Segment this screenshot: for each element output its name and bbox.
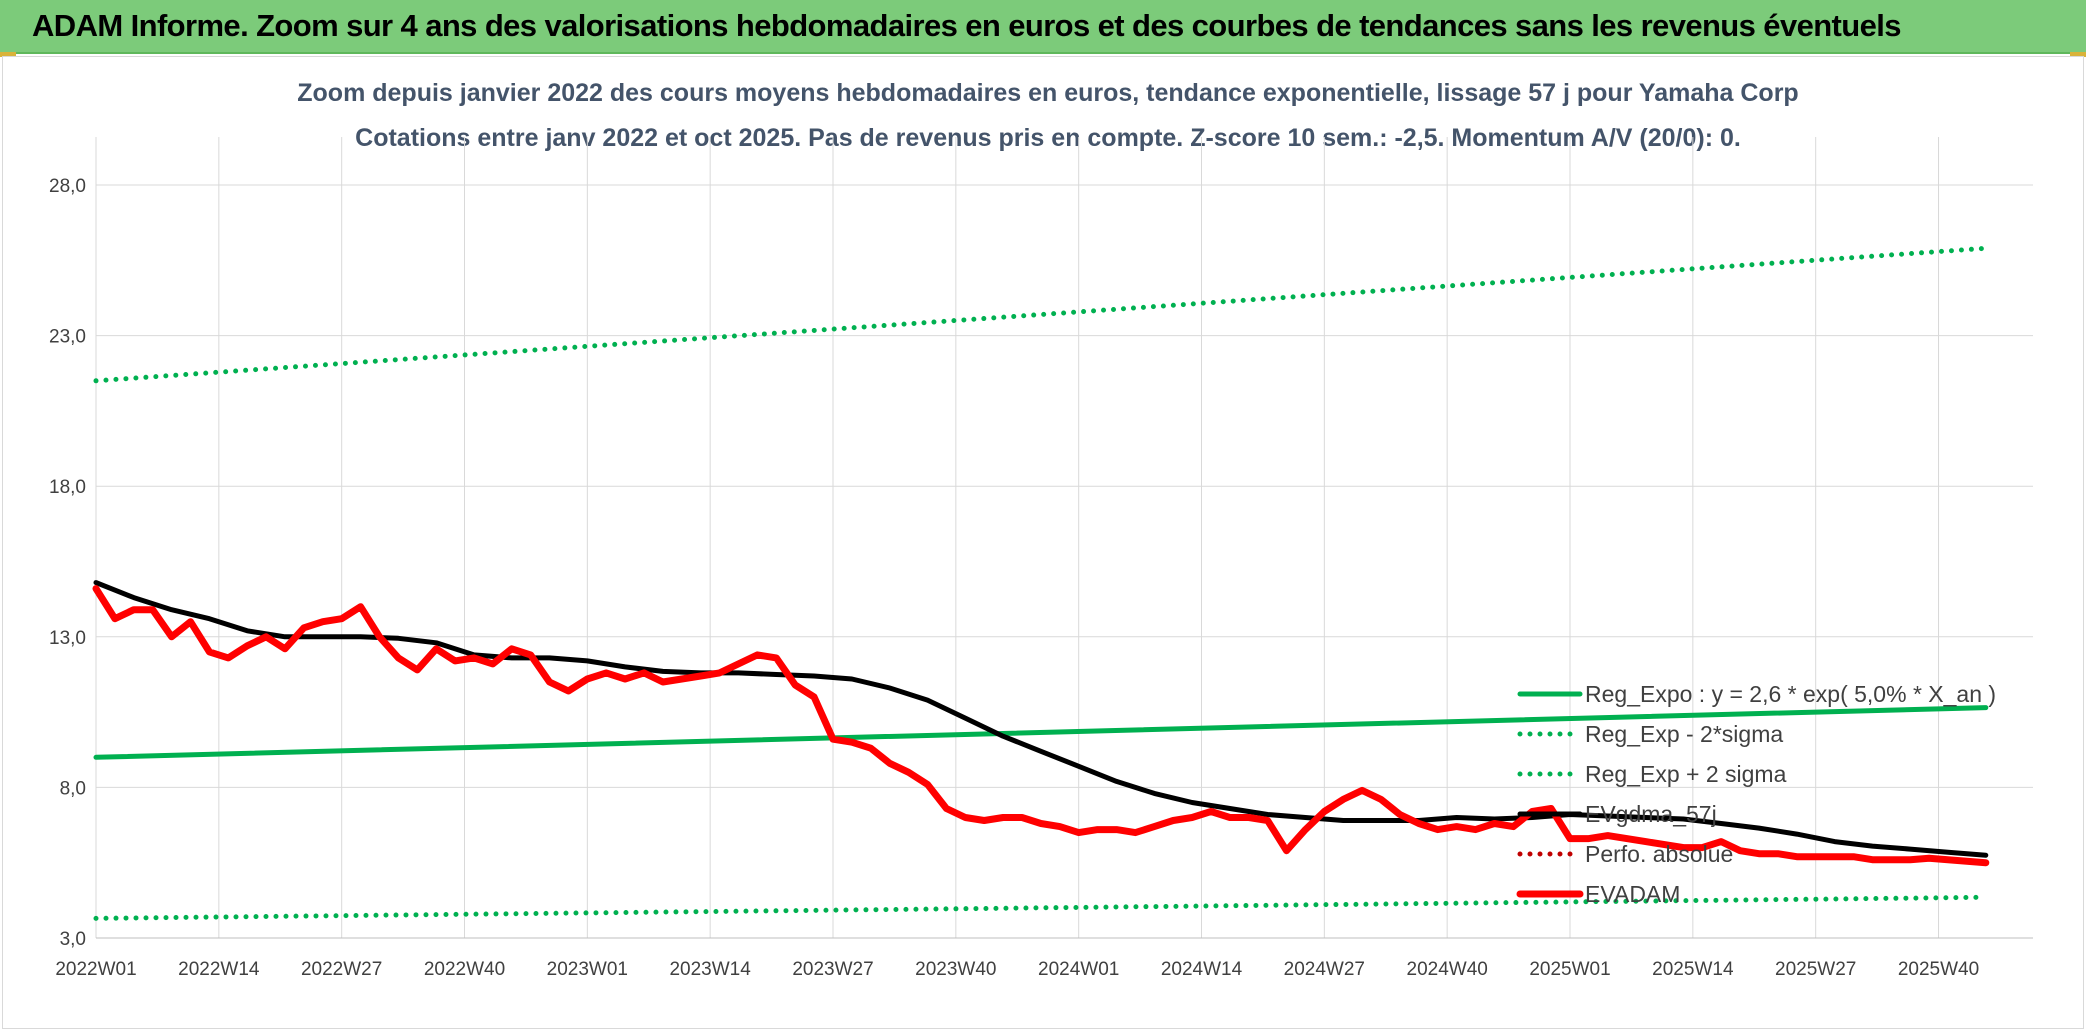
series-line-reg-expo-y-2-6-exp-5-0-x-an [93,705,1989,760]
y-tick-label: 8,0 [60,778,86,799]
legend: Reg_Expo : y = 2,6 * exp( 5,0% * X_an ) R… [1516,681,1996,907]
x-tick-label: 2022W27 [301,959,382,980]
chart-title: Zoom depuis janvier 2022 des cours moyen… [297,79,1798,107]
y-tick-label: 18,0 [49,477,86,498]
chart-subtitle: Cotations entre janv 2022 et oct 2025. P… [355,124,1741,152]
x-tick-label: 2025W40 [1898,959,1979,980]
x-tick-label: 2023W14 [669,959,751,980]
x-tick-label: 2022W01 [55,959,136,980]
y-tick-label: 23,0 [49,327,86,348]
x-tick-label: 2023W27 [792,959,873,980]
x-tick-label: 2023W40 [915,959,996,980]
corner-marker-left [0,52,16,57]
x-tick-label: 2024W27 [1284,959,1365,980]
x-tick-label: 2025W01 [1529,959,1610,980]
corner-marker-right [2070,52,2086,57]
chart-canvas: Zoom depuis janvier 2022 des cours moyen… [49,79,2033,980]
gridlines [95,137,2033,939]
series-lines [92,245,1990,921]
x-axis-ticks: 2022W01 2022W14 2022W27 2022W40 2023W01 2023W… [55,959,1979,980]
header-banner: ADAM Informe. Zoom sur 4 ans des valoris… [0,0,2086,54]
legend-label: Perfo. absolue [1585,841,1733,867]
series-line-reg-exp-2-sigma [93,245,1989,384]
x-tick-label: 2024W40 [1407,959,1488,980]
y-tick-label: 3,0 [60,929,86,950]
y-tick-label: 13,0 [49,628,86,649]
series-line-reg-exp-2-sigma [93,894,1989,921]
x-tick-label: 2023W01 [547,959,628,980]
x-tick-label: 2024W14 [1161,959,1243,980]
chart-frame: Zoom depuis janvier 2022 des cours moyen… [2,56,2084,1029]
legend-label: EVgdma_57j [1585,801,1717,827]
series-line-evgdma-57j [93,580,1989,858]
legend-label: Reg_Expo : y = 2,6 * exp( 5,0% * X_an ) [1585,681,1996,707]
x-tick-label: 2022W14 [178,959,260,980]
x-tick-label: 2025W14 [1652,959,1734,980]
series-line-evadam [92,585,1990,867]
y-tick-label: 28,0 [49,176,86,197]
legend-label: EVADAM [1585,881,1680,907]
y-axis-ticks: 3,0 8,0 13,0 18,0 23,0 28,0 [49,176,86,950]
legend-label: Reg_Exp - 2*sigma [1585,721,1783,747]
x-tick-label: 2022W40 [424,959,505,980]
legend-label: Reg_Exp + 2 sigma [1585,761,1787,787]
x-tick-label: 2025W27 [1775,959,1856,980]
x-tick-label: 2024W01 [1038,959,1119,980]
report-title: ADAM Informe. Zoom sur 4 ans des valoris… [32,8,1902,43]
